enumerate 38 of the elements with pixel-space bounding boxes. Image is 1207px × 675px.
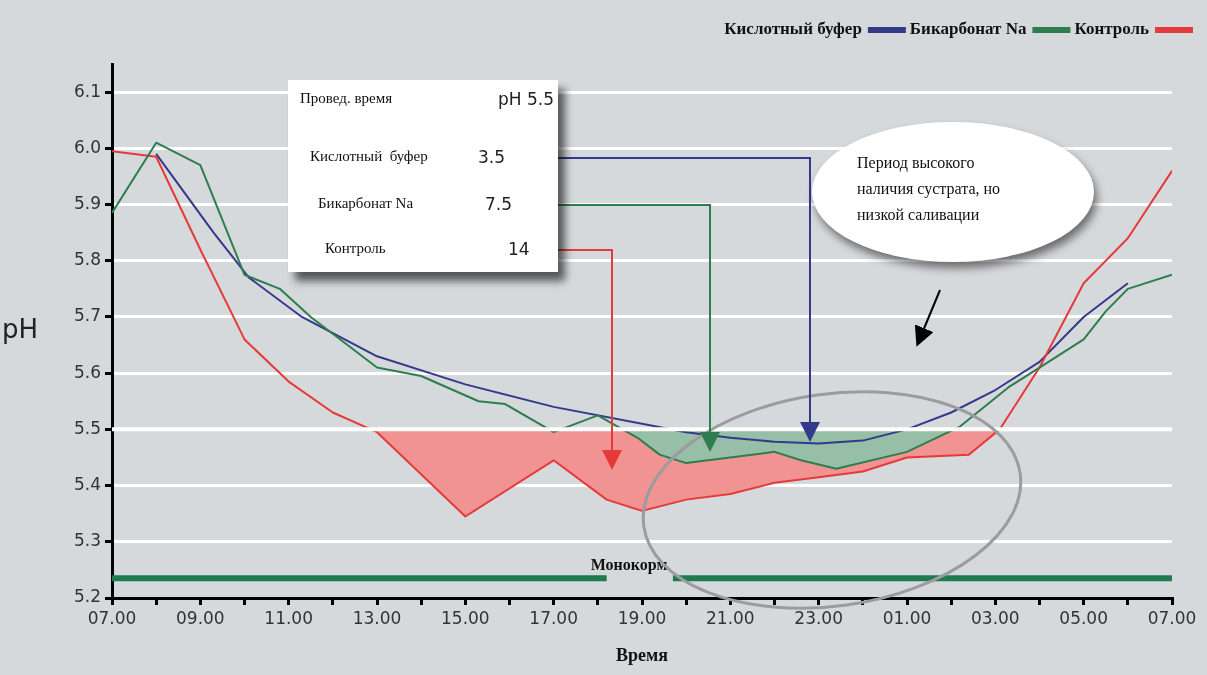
x-tick-label: 19.00 <box>617 607 667 628</box>
x-tick-label: 11.00 <box>264 607 313 628</box>
x-tick-label: 03.00 <box>971 607 1020 628</box>
annotation: 7.5 <box>485 194 513 214</box>
legend-label: Контроль <box>1074 19 1150 39</box>
y-axis-title: pH <box>2 313 39 344</box>
x-axis-title: Время <box>615 644 669 665</box>
annotation: Кислотный буфер <box>310 148 428 165</box>
x-tick-label: 21.00 <box>706 607 755 628</box>
annotation: Период высокого наличия сустрата, но низкой саливации <box>857 153 1002 226</box>
x-tick-label: 05.00 <box>1059 607 1108 628</box>
y-tick-label: 5.9 <box>73 192 101 213</box>
y-tick-label: 5.8 <box>73 249 101 270</box>
annotation: 14 <box>508 239 530 259</box>
y-tick-label: 5.4 <box>73 474 101 494</box>
annotation: pH 5.5 <box>498 89 555 109</box>
legend-label: Кислотный буфер <box>724 19 862 39</box>
y-tick-label: 5.5 <box>73 417 101 438</box>
x-tick-label: 07.00 <box>87 607 137 628</box>
y-tick-label: 5.7 <box>73 305 101 326</box>
x-tick-label: 23.00 <box>794 607 843 628</box>
series-label: Монокорм <box>590 556 668 575</box>
annotation: Провед. время <box>300 90 393 107</box>
x-tick-label: 13.00 <box>352 607 402 628</box>
y-tick-label: 5.3 <box>73 530 101 551</box>
annotation: Бикарбонат Na <box>318 195 414 212</box>
y-tick-label: 5.6 <box>73 361 101 382</box>
y-tick-label: 6.1 <box>73 80 101 101</box>
annotation: 3.5 <box>478 147 506 167</box>
x-tick-label: 15.00 <box>441 607 490 628</box>
y-tick-label: 6.0 <box>73 136 101 157</box>
y-tick-label: 5.2 <box>73 586 101 607</box>
legend-label: Бикарбонат Na <box>909 19 1027 39</box>
x-tick-label: 07.00 <box>1147 607 1197 628</box>
x-tick-label: 01.00 <box>882 607 932 628</box>
x-tick-label: 17.00 <box>529 607 578 628</box>
annotation: Контроль <box>325 240 386 257</box>
x-tick-label: 09.00 <box>176 607 225 628</box>
